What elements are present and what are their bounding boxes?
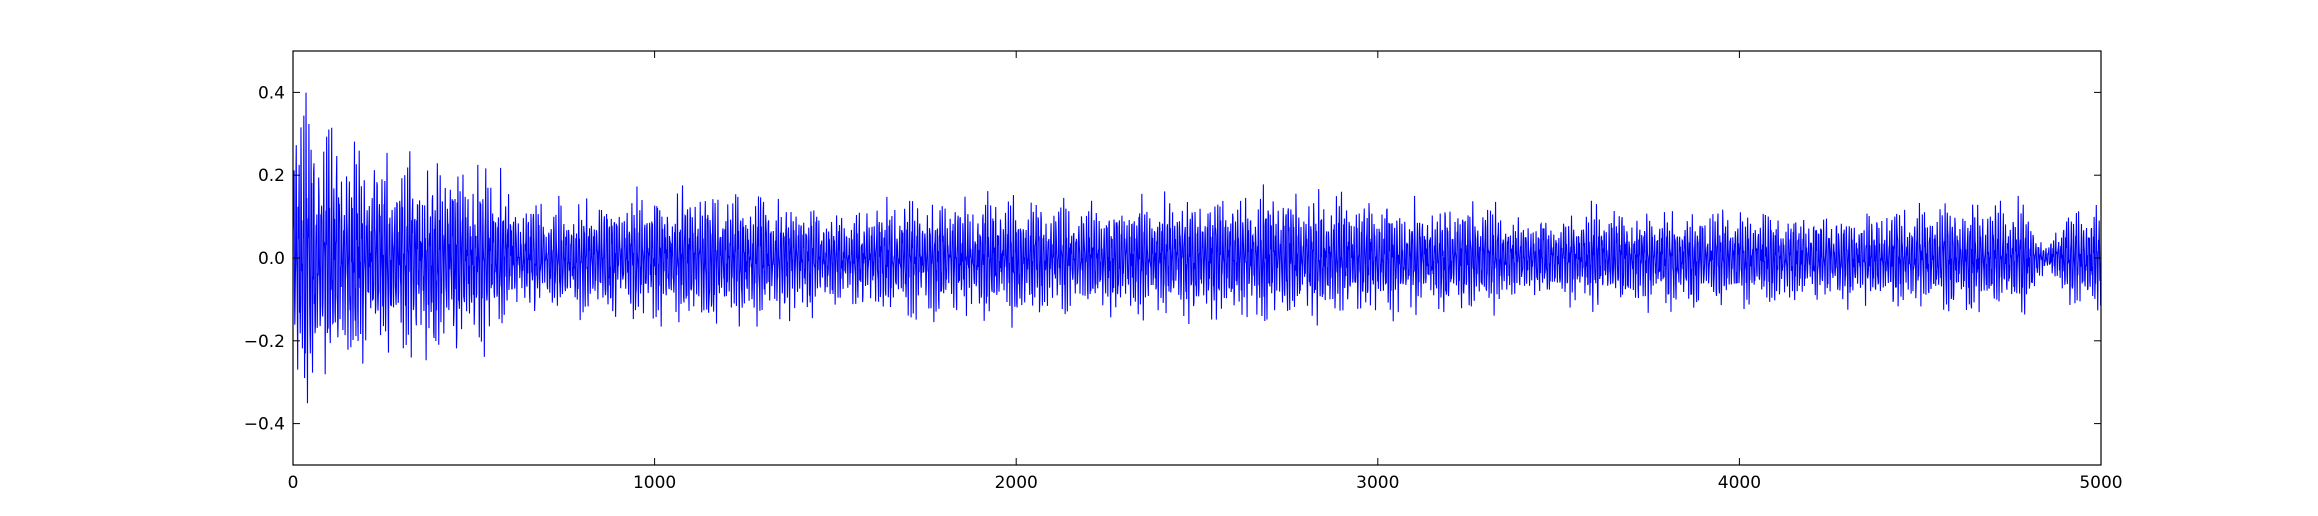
x-tick-label: 5000 [2079, 473, 2122, 493]
y-tick-label: 0.0 [258, 249, 285, 269]
y-tick-label: 0.4 [258, 83, 285, 103]
y-tick-label: −0.4 [244, 415, 285, 435]
x-tick-label: 4000 [1718, 473, 1761, 493]
x-tick-label: 1000 [633, 473, 676, 493]
x-tick-label: 3000 [1356, 473, 1399, 493]
x-tick-label: 0 [288, 473, 299, 493]
signal-series-line [293, 92, 2101, 404]
y-tick-label: −0.2 [244, 332, 285, 352]
x-tick-label: 2000 [995, 473, 1038, 493]
y-tick-label: 0.2 [258, 166, 285, 186]
